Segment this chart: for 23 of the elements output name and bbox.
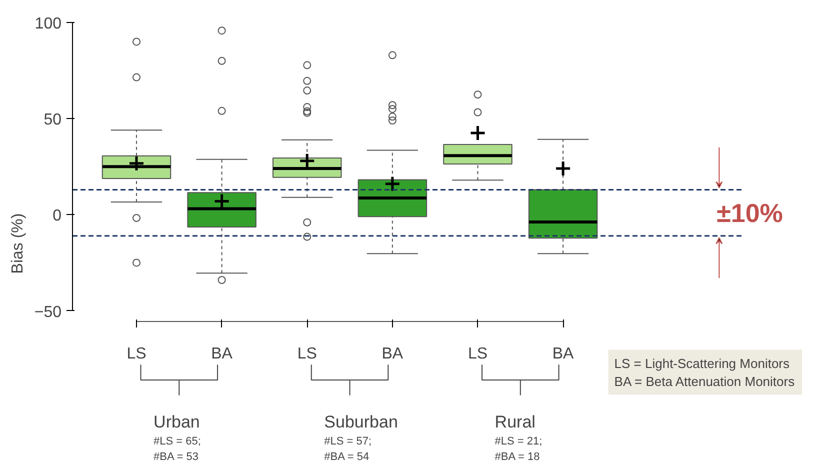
x-tick-label: BA xyxy=(211,346,233,363)
y-tick-label: −50 xyxy=(34,304,62,321)
text: #BA = 53 xyxy=(154,450,199,463)
text: #BA = 18 xyxy=(494,450,540,463)
x-tick-label: LS xyxy=(468,346,488,363)
text: Urban xyxy=(154,412,200,432)
text: Rural xyxy=(494,412,536,432)
y-axis-title: Bias (%) xyxy=(9,213,26,274)
x-tick-label: BA xyxy=(382,346,404,363)
text: #LS = 57; xyxy=(324,435,372,448)
text: Suburban xyxy=(324,412,398,432)
text: #BA = 54 xyxy=(324,450,370,463)
text: #LS = 21; xyxy=(494,435,542,448)
x-tick-label: BA xyxy=(552,346,574,363)
x-tick-label: LS xyxy=(297,346,317,363)
text: BA = Beta Attenuation Monitors xyxy=(614,374,796,389)
text: LS = Light-Scattering Monitors xyxy=(614,356,790,371)
text: ±10% xyxy=(716,198,783,228)
x-tick-label: LS xyxy=(126,346,146,363)
y-tick-label: 50 xyxy=(44,112,62,129)
y-tick-label: 0 xyxy=(52,208,62,225)
y-tick-label: 100 xyxy=(34,16,62,32)
text: #LS = 65; xyxy=(154,435,201,448)
